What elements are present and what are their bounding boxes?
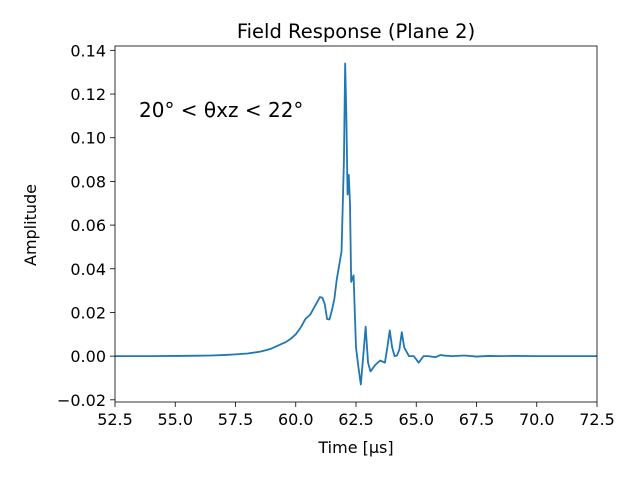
- x-axis-ticks: 52.5 55.0 57.5 60.0 62.5 65.0 67.5 70.0 72.5: [97, 402, 615, 429]
- x-tick-label: 57.5: [218, 410, 254, 429]
- x-tick-label: 72.5: [579, 410, 615, 429]
- x-axis-label: Time [μs]: [317, 438, 393, 457]
- plot-frame: [114, 45, 598, 403]
- x-tick-label: 62.5: [338, 410, 374, 429]
- series-line: [115, 62, 597, 386]
- chart-title: Field Response (Plane 2): [237, 20, 475, 43]
- plot-area: [115, 62, 597, 386]
- y-tick-label: 0.00: [70, 347, 106, 366]
- x-tick-label: 65.0: [398, 410, 434, 429]
- x-tick-label: 55.0: [157, 410, 193, 429]
- y-tick-label: 0.04: [70, 260, 106, 279]
- x-tick-label: 52.5: [97, 410, 133, 429]
- y-tick-label: 0.14: [70, 41, 106, 60]
- y-tick-label: −0.02: [57, 391, 106, 410]
- x-tick-label: 70.0: [519, 410, 555, 429]
- y-tick-label: 0.12: [70, 85, 106, 104]
- y-tick-label: 0.02: [70, 303, 106, 322]
- y-axis-ticks: −0.02 0.00 0.02 0.04 0.06 0.08 0.10 0.12 0.14: [57, 41, 115, 410]
- y-tick-label: 0.06: [70, 216, 106, 235]
- y-axis-label: Amplitude: [21, 184, 40, 266]
- y-tick-label: 0.10: [70, 129, 106, 148]
- x-tick-label: 60.0: [278, 410, 314, 429]
- y-tick-label: 0.08: [70, 172, 106, 191]
- angle-range-annotation: 20° < θxz < 22°: [139, 98, 303, 122]
- x-tick-label: 67.5: [459, 410, 495, 429]
